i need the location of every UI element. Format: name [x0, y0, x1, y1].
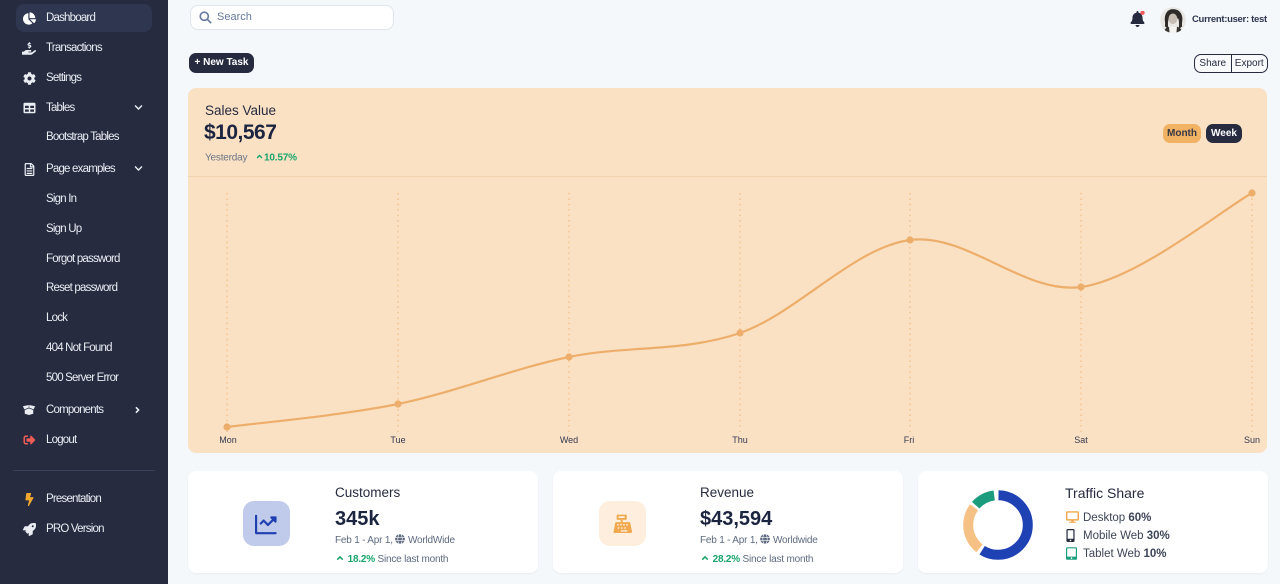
svg-text:Sun: Sun	[1244, 435, 1260, 445]
svg-text:Mon: Mon	[219, 435, 237, 445]
svg-text:Thu: Thu	[732, 435, 748, 445]
svg-text:Sat: Sat	[1074, 435, 1088, 445]
svg-text:Fri: Fri	[904, 435, 915, 445]
svg-text:Tue: Tue	[390, 435, 405, 445]
svg-text:Wed: Wed	[560, 435, 578, 445]
